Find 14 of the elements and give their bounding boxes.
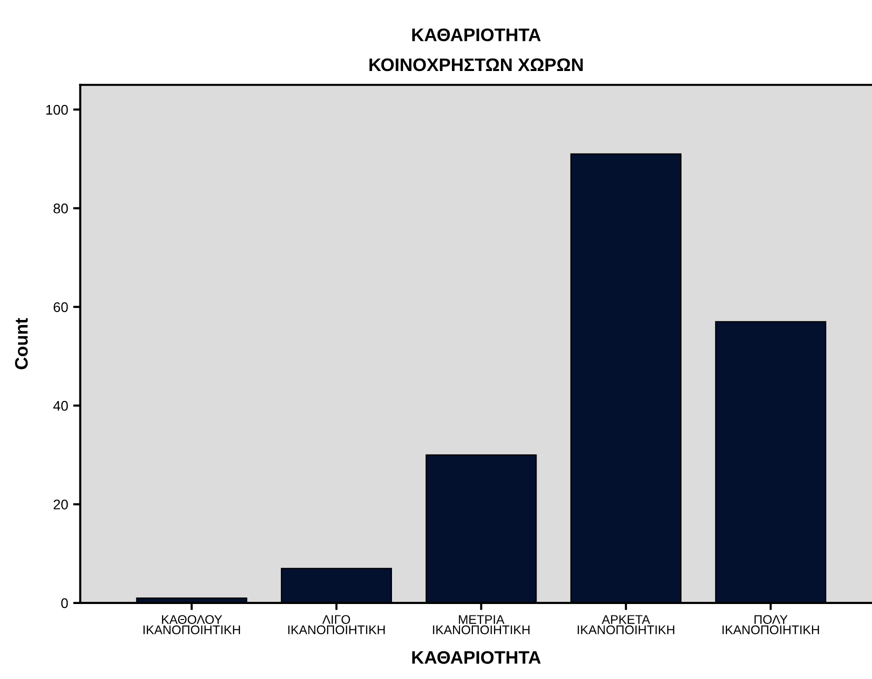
x-tick-label: ΠΟΛΥ ΙΚΑΝΟΠΟΙΗΤΙΚΗ	[722, 615, 819, 634]
x-tick-label: ΛΙΓΟ ΙΚΑΝΟΠΟΙΗΤΙΚΗ	[288, 615, 385, 634]
chart-title: ΚΑΘΑΡΙΟΤΗΤΑ ΚΟΙΝΟΧΡΗΣΤΩΝ ΧΩΡΩΝ	[370, 28, 583, 72]
y-axis-title: Count	[15, 318, 28, 370]
x-axis-title: ΚΑΘΑΡΙΟΤΗΤΑ	[412, 651, 541, 664]
y-tick-label: 0	[61, 598, 68, 608]
y-tick-label: 40	[53, 400, 68, 411]
x-tick-label: ΑΡΚΕΤΑ ΙΚΑΝΟΠΟΙΗΤΙΚΗ	[578, 615, 674, 634]
y-tick-label: 100	[46, 104, 68, 115]
y-tick-label: 60	[54, 302, 68, 312]
x-tick-label: ΜΕΤΡΙΑ ΙΚΑΝΟΠΟΙΗΤΙΚΗ	[433, 615, 530, 634]
y-tick-label: 80	[54, 204, 68, 214]
y-tick-label: 20	[54, 500, 68, 510]
x-tick-label: ΚΑΘΟΛΟΥ ΙΚΑΝΟΠΟΙΗΤΙΚΗ	[144, 615, 240, 634]
